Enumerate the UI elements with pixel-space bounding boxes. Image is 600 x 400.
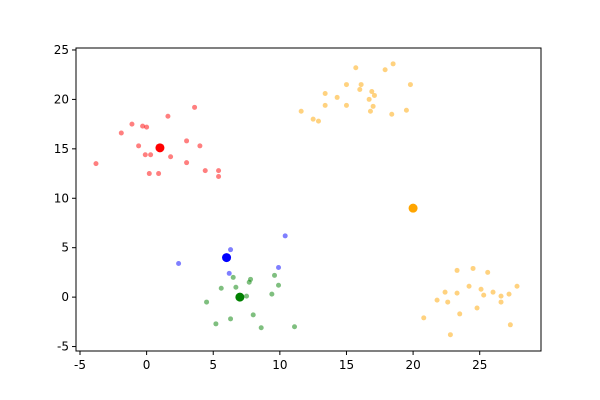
- point: [250, 312, 256, 318]
- point: [248, 276, 254, 282]
- x-tick-label: 25: [472, 358, 487, 372]
- point: [310, 116, 316, 122]
- point: [228, 247, 234, 253]
- point: [222, 253, 232, 263]
- point: [358, 82, 364, 88]
- point: [507, 322, 513, 328]
- point: [244, 293, 250, 299]
- point: [357, 87, 363, 93]
- x-tick-label: 15: [339, 358, 354, 372]
- y-tick-label: 10: [54, 191, 69, 205]
- y-tick-label: 25: [54, 43, 69, 57]
- point: [93, 161, 99, 167]
- point: [142, 152, 148, 158]
- point: [146, 171, 152, 177]
- point: [470, 265, 476, 271]
- point: [498, 299, 504, 305]
- point: [485, 269, 491, 275]
- point: [466, 283, 472, 289]
- point: [216, 174, 222, 180]
- x-tick-label: 5: [209, 358, 217, 372]
- point: [136, 143, 142, 149]
- point: [490, 289, 496, 295]
- point: [498, 293, 504, 299]
- point: [343, 102, 349, 108]
- point: [272, 272, 278, 278]
- point: [367, 108, 373, 114]
- point: [389, 111, 395, 117]
- point: [478, 286, 484, 292]
- point: [298, 108, 304, 114]
- y-tick-label: 15: [54, 142, 69, 156]
- y-tick-label: -5: [57, 340, 69, 354]
- point: [407, 82, 413, 88]
- x-tick-label: 10: [272, 358, 287, 372]
- point: [184, 138, 190, 144]
- point: [382, 67, 388, 73]
- point: [156, 171, 162, 177]
- point: [315, 118, 321, 124]
- point: [226, 270, 232, 276]
- point: [216, 168, 222, 174]
- y-tick-label: 5: [61, 241, 69, 255]
- point: [408, 203, 418, 213]
- point: [421, 315, 427, 321]
- point: [292, 324, 298, 330]
- point: [218, 285, 224, 291]
- x-tick-label: 0: [143, 358, 151, 372]
- point: [230, 274, 236, 280]
- point: [140, 123, 146, 129]
- point: [282, 233, 288, 239]
- point: [233, 284, 239, 290]
- point: [447, 332, 453, 338]
- plot-frame: [75, 47, 542, 352]
- point: [165, 113, 171, 119]
- point: [197, 143, 203, 149]
- point: [442, 289, 448, 295]
- point: [514, 283, 520, 289]
- x-tick-label: 20: [405, 358, 420, 372]
- point: [228, 316, 234, 322]
- point: [481, 292, 487, 298]
- point: [366, 96, 372, 102]
- point: [369, 88, 375, 94]
- point: [258, 325, 264, 331]
- y-tick-label: 20: [54, 92, 69, 106]
- point: [269, 291, 275, 297]
- point: [235, 292, 245, 302]
- y-tick-label: 0: [61, 290, 69, 304]
- point: [155, 143, 165, 153]
- x-tick-label: -5: [74, 358, 86, 372]
- point: [343, 82, 349, 88]
- point: [506, 291, 512, 297]
- point: [370, 103, 376, 109]
- point: [371, 92, 377, 98]
- point: [176, 261, 182, 267]
- point: [457, 311, 463, 317]
- point: [334, 94, 340, 100]
- point: [202, 168, 208, 174]
- point: [454, 290, 460, 296]
- point: [403, 107, 409, 113]
- point: [144, 124, 150, 130]
- point: [204, 299, 210, 305]
- point: [474, 305, 480, 311]
- point: [353, 65, 359, 71]
- point: [276, 264, 282, 270]
- point: [168, 154, 174, 160]
- point: [322, 102, 328, 108]
- point: [434, 297, 440, 303]
- point: [276, 282, 282, 288]
- point: [129, 121, 135, 127]
- point: [192, 104, 198, 110]
- point: [213, 321, 219, 327]
- point: [445, 299, 451, 305]
- point: [322, 90, 328, 96]
- point: [184, 160, 190, 166]
- point: [118, 130, 124, 136]
- point: [148, 152, 154, 158]
- point: [390, 61, 396, 67]
- point: [454, 267, 460, 273]
